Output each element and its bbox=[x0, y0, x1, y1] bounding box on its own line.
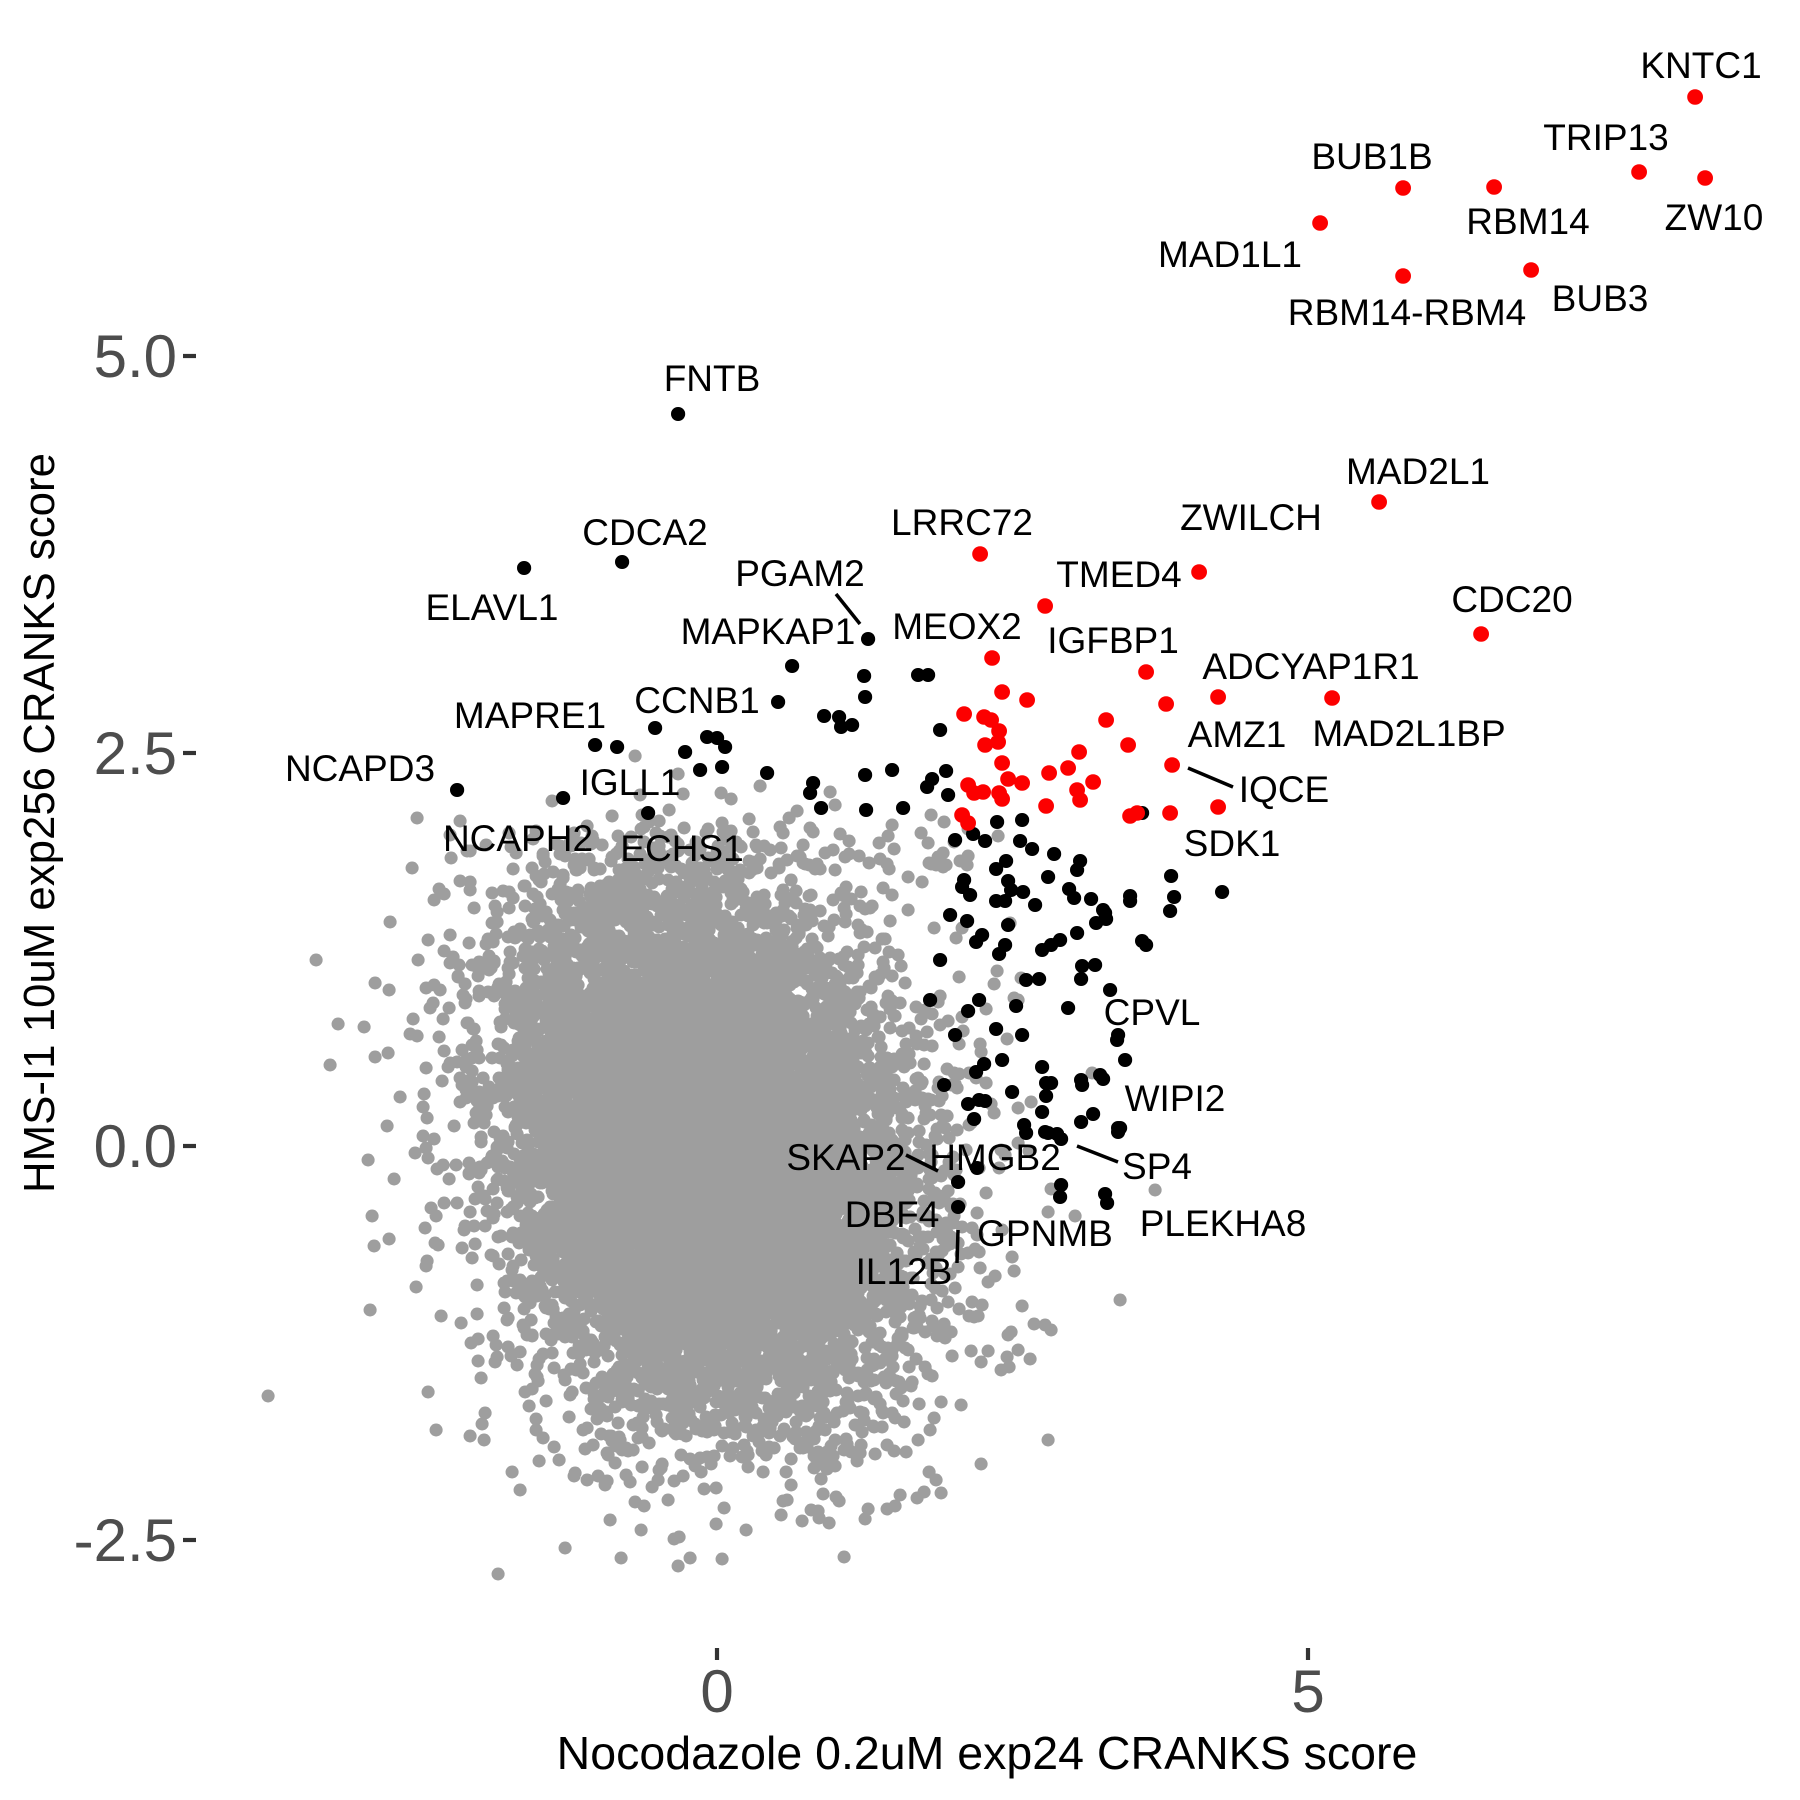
svg-text:5: 5 bbox=[1291, 1658, 1324, 1725]
svg-text:PLEKHA8: PLEKHA8 bbox=[1140, 1203, 1307, 1244]
svg-text:SKAP2: SKAP2 bbox=[786, 1137, 905, 1178]
svg-text:BUB3: BUB3 bbox=[1552, 278, 1649, 319]
svg-text:AMZ1: AMZ1 bbox=[1188, 714, 1287, 755]
svg-text:NCAPD3: NCAPD3 bbox=[285, 748, 435, 789]
svg-text:5.0: 5.0 bbox=[94, 323, 177, 390]
svg-text:0: 0 bbox=[700, 1658, 733, 1725]
svg-text:MAPRE1: MAPRE1 bbox=[454, 695, 606, 736]
svg-text:CCNB1: CCNB1 bbox=[634, 680, 759, 721]
svg-text:MAD2L1: MAD2L1 bbox=[1346, 451, 1490, 492]
svg-text:ADCYAP1R1: ADCYAP1R1 bbox=[1202, 646, 1419, 687]
svg-text:TMED4: TMED4 bbox=[1056, 554, 1181, 595]
svg-text:IL12B: IL12B bbox=[856, 1251, 953, 1292]
svg-text:IGLL1: IGLL1 bbox=[580, 762, 681, 803]
svg-text:HMS-I1 10uM exp256 CRANKS scor: HMS-I1 10uM exp256 CRANKS score bbox=[15, 453, 64, 1193]
svg-text:SP4: SP4 bbox=[1122, 1146, 1192, 1187]
svg-text:ELAVL1: ELAVL1 bbox=[425, 587, 558, 628]
svg-text:LRRC72: LRRC72 bbox=[891, 502, 1033, 543]
svg-text:FNTB: FNTB bbox=[664, 358, 761, 399]
svg-text:KNTC1: KNTC1 bbox=[1640, 45, 1761, 86]
svg-text:0.0: 0.0 bbox=[94, 1113, 177, 1180]
svg-text:PGAM2: PGAM2 bbox=[735, 553, 865, 594]
svg-text:TRIP13: TRIP13 bbox=[1543, 117, 1668, 158]
svg-text:MAD2L1BP: MAD2L1BP bbox=[1312, 713, 1505, 754]
svg-text:RBM14-RBM4: RBM14-RBM4 bbox=[1288, 292, 1527, 333]
svg-text:MAD1L1: MAD1L1 bbox=[1158, 234, 1302, 275]
svg-text:DBF4: DBF4 bbox=[845, 1194, 940, 1235]
svg-text:MEOX2: MEOX2 bbox=[892, 606, 1022, 647]
svg-text:MAPKAP1: MAPKAP1 bbox=[681, 611, 856, 652]
svg-text:-2.5: -2.5 bbox=[74, 1507, 177, 1574]
svg-text:Nocodazole 0.2uM exp24 CRANKS: Nocodazole 0.2uM exp24 CRANKS score bbox=[557, 1727, 1418, 1779]
svg-text:IGFBP1: IGFBP1 bbox=[1047, 620, 1179, 661]
svg-text:CPVL: CPVL bbox=[1104, 992, 1201, 1033]
svg-text:CDCA2: CDCA2 bbox=[582, 512, 707, 553]
svg-text:RBM14: RBM14 bbox=[1466, 201, 1589, 242]
svg-text:ZW10: ZW10 bbox=[1665, 197, 1764, 238]
svg-text:SDK1: SDK1 bbox=[1184, 823, 1281, 864]
svg-text:HMGB2: HMGB2 bbox=[929, 1137, 1061, 1178]
svg-text:CDC20: CDC20 bbox=[1451, 579, 1572, 620]
svg-text:NCAPH2: NCAPH2 bbox=[443, 818, 593, 859]
svg-text:WIPI2: WIPI2 bbox=[1125, 1078, 1226, 1119]
svg-text:GPNMB: GPNMB bbox=[977, 1213, 1113, 1254]
svg-text:IQCE: IQCE bbox=[1239, 769, 1329, 810]
svg-text:2.5: 2.5 bbox=[94, 720, 177, 787]
svg-text:ZWILCH: ZWILCH bbox=[1180, 497, 1322, 538]
svg-text:ECHS1: ECHS1 bbox=[620, 828, 743, 869]
svg-text:BUB1B: BUB1B bbox=[1311, 136, 1432, 177]
